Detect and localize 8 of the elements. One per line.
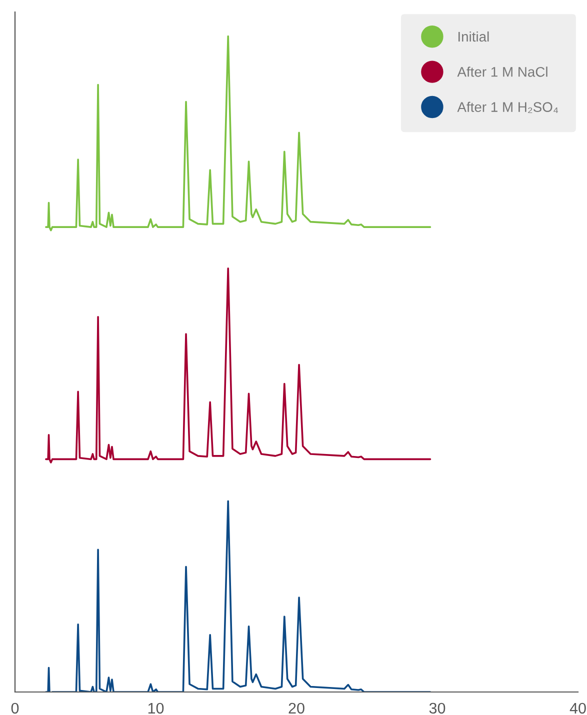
x-tick-label: 0: [11, 702, 19, 714]
legend-label: Initial: [458, 31, 489, 42]
legend-label: After 1 M NaCl: [457, 66, 548, 77]
x-tick-label: 30: [429, 702, 446, 714]
x-tick-label: 10: [148, 702, 164, 714]
x-tick-label: 20: [288, 702, 304, 714]
legend-label: After 1 M H₂SO₄: [457, 102, 558, 114]
x-tick-label: 40: [570, 702, 586, 714]
